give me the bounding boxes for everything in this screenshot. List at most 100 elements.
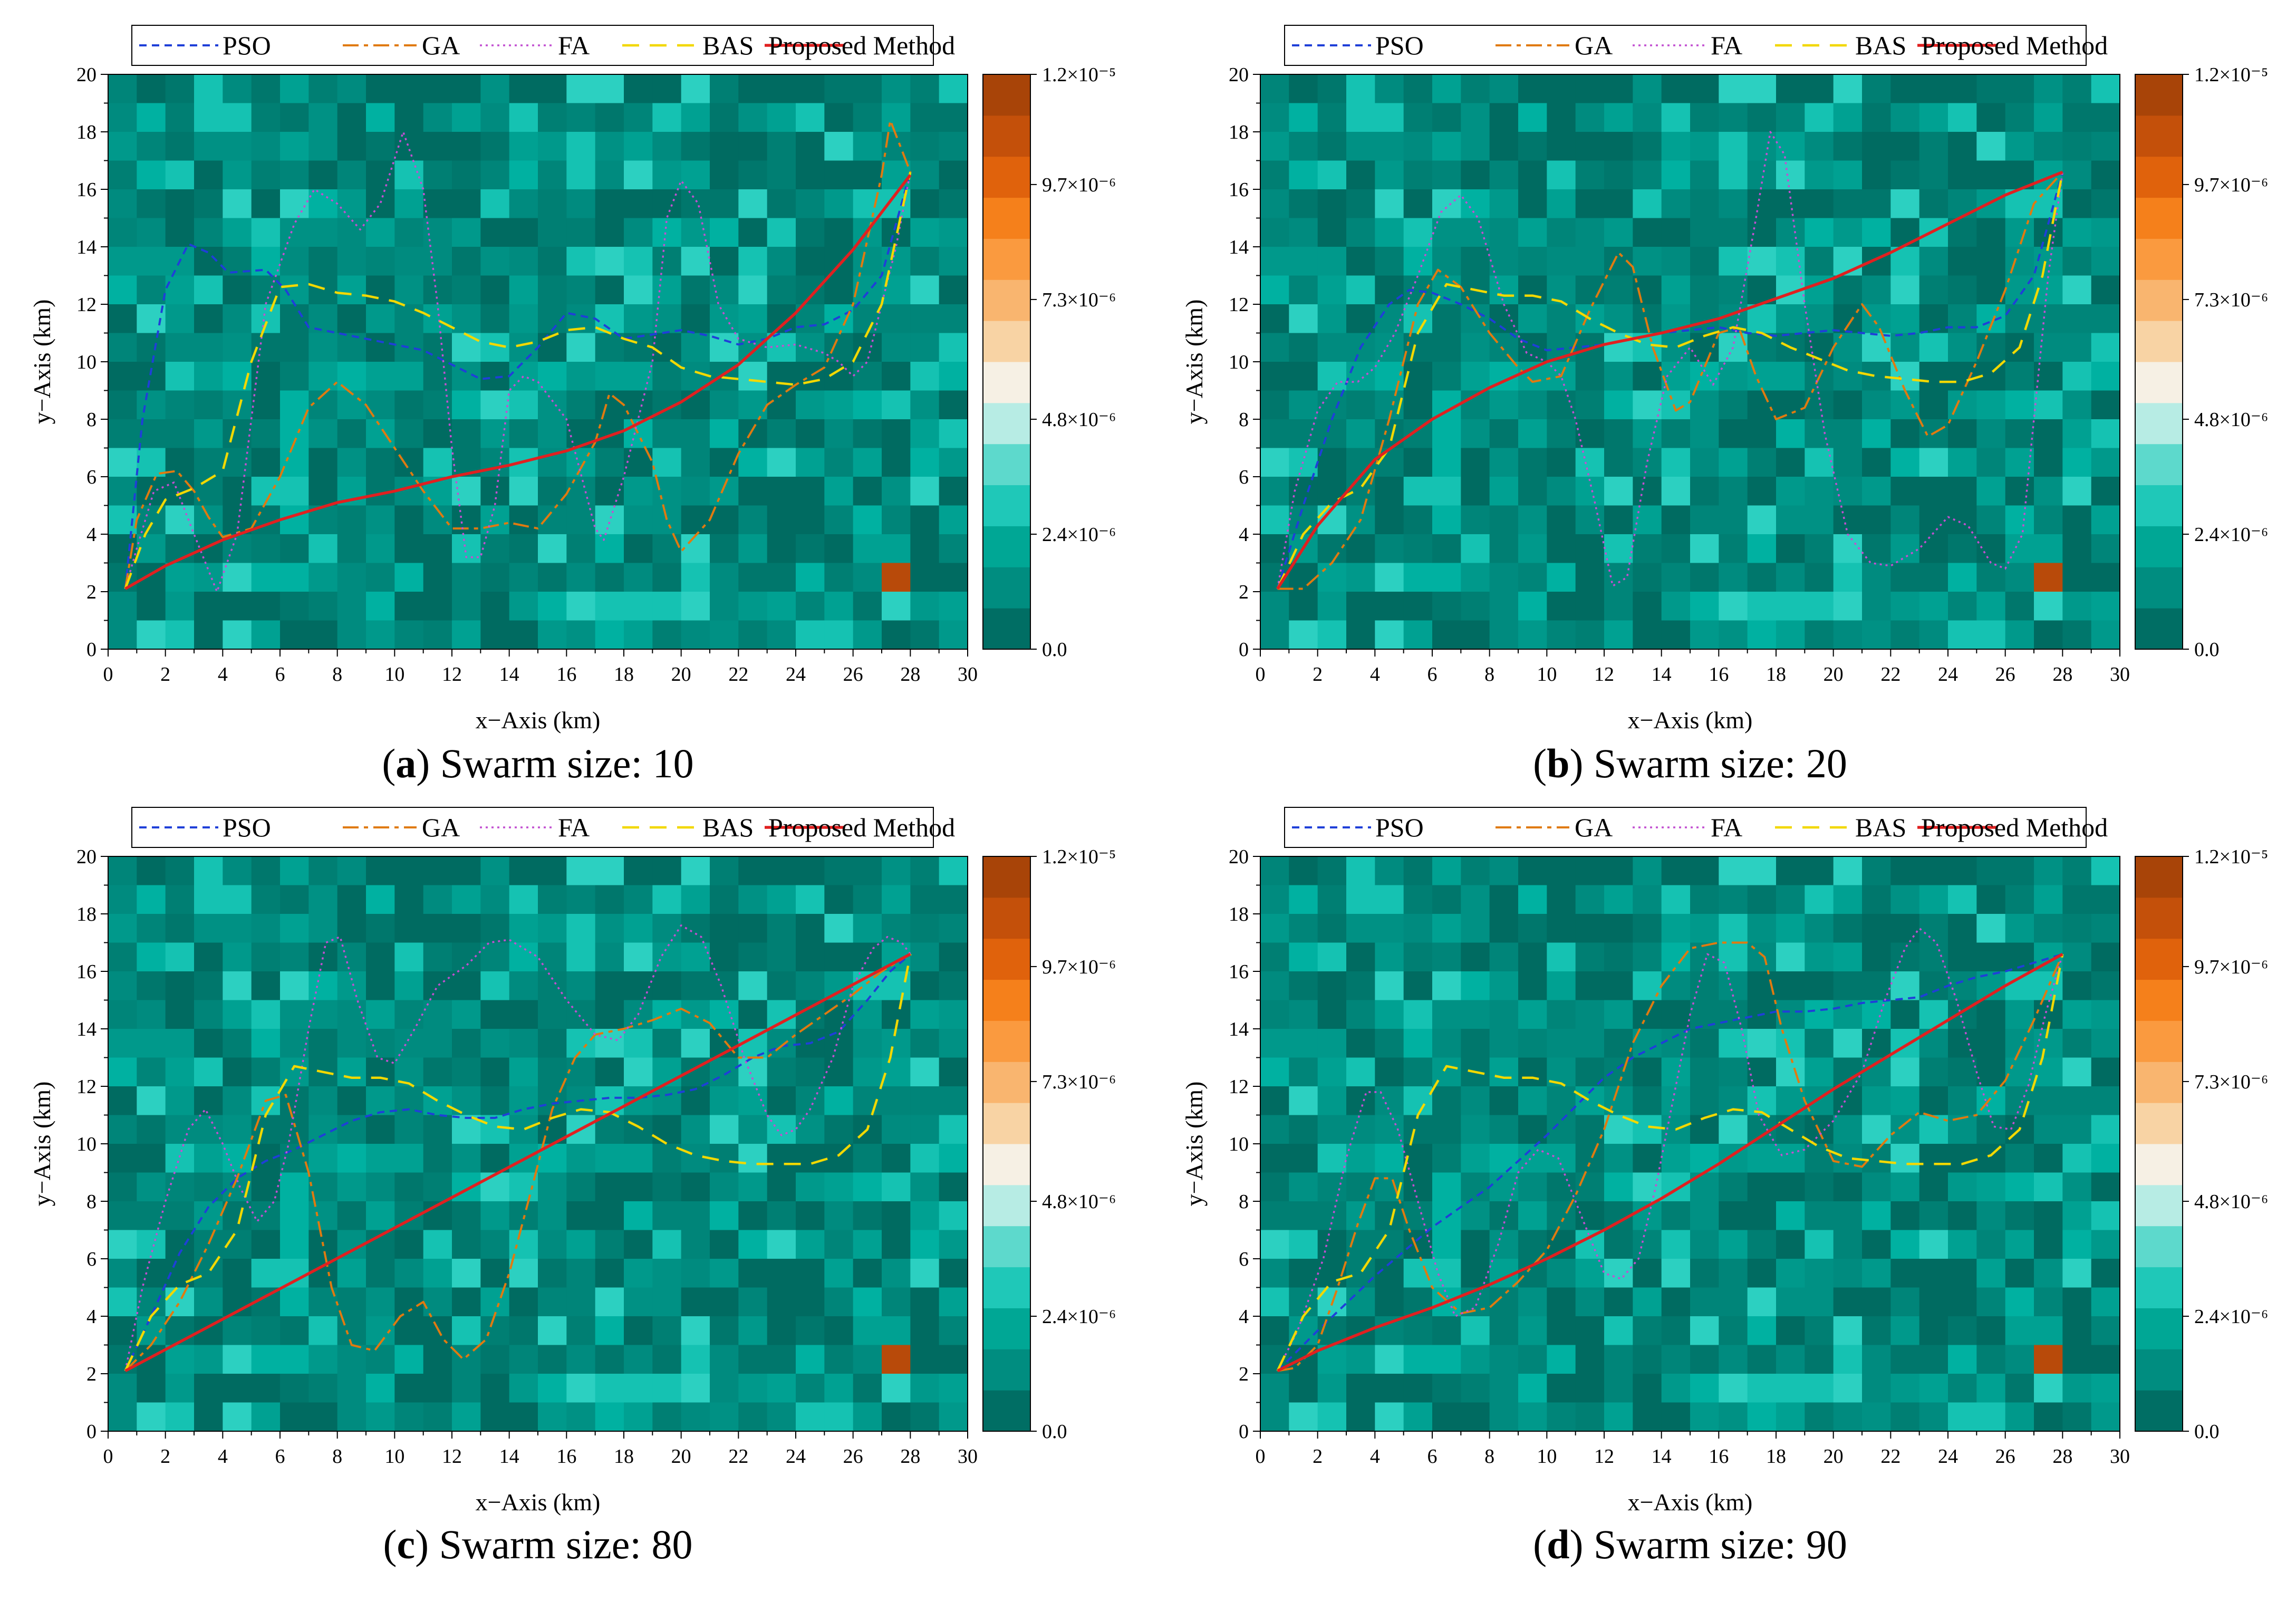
- x-tick-label: 4: [1370, 663, 1380, 686]
- heatmap-cell: [1575, 247, 1605, 276]
- heatmap-cell: [1890, 333, 1920, 362]
- heatmap-cell: [1633, 620, 1662, 650]
- heatmap-cell: [108, 914, 137, 943]
- series-line-fa: [124, 924, 911, 1371]
- heatmap-cell: [308, 914, 338, 943]
- heatmap-cell: [1432, 885, 1461, 914]
- heatmap-cell: [824, 534, 854, 564]
- heatmap-cell: [1604, 1374, 1633, 1403]
- heatmap-cell: [738, 247, 768, 276]
- x-tick-label: 24: [1938, 1445, 1958, 1468]
- heatmap-cell: [624, 1402, 653, 1432]
- heatmap-cell: [1633, 1259, 1662, 1288]
- heatmap-cell: [2034, 1374, 2063, 1403]
- heatmap-cell: [566, 563, 596, 592]
- heatmap-cell: [2005, 1000, 2034, 1029]
- heatmap-cell: [2091, 132, 2120, 161]
- heatmap-cell: [853, 1201, 882, 1231]
- heatmap-cell: [1633, 362, 1662, 391]
- heatmap-cell: [108, 1374, 137, 1403]
- heatmap-cell: [337, 74, 366, 104]
- heatmap-cell: [1461, 1029, 1490, 1058]
- heatmap-cell: [337, 160, 366, 190]
- heatmap-cell: [280, 971, 309, 1001]
- heatmap-cell: [1633, 1230, 1662, 1259]
- heatmap-cell: [423, 534, 452, 564]
- heatmap-cell: [2062, 1374, 2092, 1403]
- heatmap-cell: [738, 1172, 768, 1202]
- heatmap-cell: [1633, 103, 1662, 132]
- heatmap-cell: [681, 1259, 710, 1288]
- heatmap-cell: [1604, 74, 1633, 104]
- heatmap-cell: [137, 856, 166, 886]
- heatmap-cell: [165, 971, 195, 1001]
- heatmap-cell: [2034, 1287, 2063, 1317]
- heatmap-cell: [337, 218, 366, 247]
- heatmap-cell: [652, 1259, 682, 1288]
- series-line-fa: [1276, 131, 2064, 589]
- heatmap-cell: [939, 1086, 968, 1116]
- heatmap-cell: [2091, 448, 2120, 477]
- heatmap-cell: [767, 160, 796, 190]
- heatmap-cell: [2062, 419, 2092, 449]
- heatmap-cell: [738, 275, 768, 305]
- heatmap-cell: [853, 362, 882, 391]
- heatmap-cell: [1661, 362, 1691, 391]
- heatmap-cell: [624, 1086, 653, 1116]
- heatmap-cell: [710, 477, 739, 506]
- colorbar-segment: [2135, 1390, 2183, 1432]
- heatmap-cell: [366, 448, 395, 477]
- heatmap-cell: [767, 275, 796, 305]
- heatmap-cell: [624, 620, 653, 650]
- heatmap-cell: [2034, 74, 2063, 104]
- heatmap-cell: [939, 1402, 968, 1432]
- heatmap-cell: [1547, 1000, 1576, 1029]
- heatmap-cell: [1747, 620, 1777, 650]
- heatmap-cell: [366, 1201, 395, 1231]
- heatmap-cell: [1833, 160, 1863, 190]
- heatmap-cell: [509, 390, 538, 420]
- heatmap-cell: [280, 390, 309, 420]
- heatmap-cell: [337, 1201, 366, 1231]
- heatmap-cell: [767, 189, 796, 219]
- heatmap-cell: [1976, 218, 2006, 247]
- heatmap-cell: [853, 103, 882, 132]
- heatmap-cell: [1805, 103, 1834, 132]
- heatmap-cell: [1833, 620, 1863, 650]
- heatmap-cell: [1432, 505, 1461, 535]
- heatmap-cell: [1719, 275, 1748, 305]
- heatmap-cell: [1661, 1287, 1691, 1317]
- heatmap-cell: [681, 592, 710, 621]
- heatmap-cell: [1776, 1201, 1805, 1231]
- heatmap-cell: [394, 1259, 424, 1288]
- heatmap-cell: [1719, 1402, 1748, 1432]
- heatmap-cell: [538, 1057, 567, 1087]
- heatmap-cell: [939, 856, 968, 886]
- heatmap-cell: [194, 1144, 223, 1173]
- heatmap-cell: [1890, 592, 1920, 621]
- heatmap-cell: [1948, 1115, 1977, 1144]
- heatmap-cell: [452, 333, 481, 362]
- y-tick-label: 0: [1239, 639, 1249, 661]
- heatmap-cell: [1833, 390, 1863, 420]
- x-tick-label: 26: [1995, 1445, 2015, 1468]
- heatmap-cell: [1890, 505, 1920, 535]
- heatmap-cell: [1976, 419, 2006, 449]
- heatmap-cell: [853, 419, 882, 449]
- legend-label-pso: PSO: [1375, 31, 1424, 60]
- heatmap-cell: [882, 390, 911, 420]
- heatmap-cell: [824, 1230, 854, 1259]
- heatmap-cell: [366, 218, 395, 247]
- heatmap-cell: [1833, 333, 1863, 362]
- heatmap-cell: [738, 1287, 768, 1317]
- heatmap-cell: [910, 1172, 940, 1202]
- heatmap-cell: [1805, 160, 1834, 190]
- heatmap-cell: [1690, 1230, 1719, 1259]
- heatmap-cell: [710, 563, 739, 592]
- heatmap-cell: [280, 448, 309, 477]
- heatmap-cell: [308, 477, 338, 506]
- heatmap-cell: [767, 1402, 796, 1432]
- heatmap-cell: [1776, 1000, 1805, 1029]
- heatmap-cell: [1719, 218, 1748, 247]
- heatmap-cell: [1747, 390, 1777, 420]
